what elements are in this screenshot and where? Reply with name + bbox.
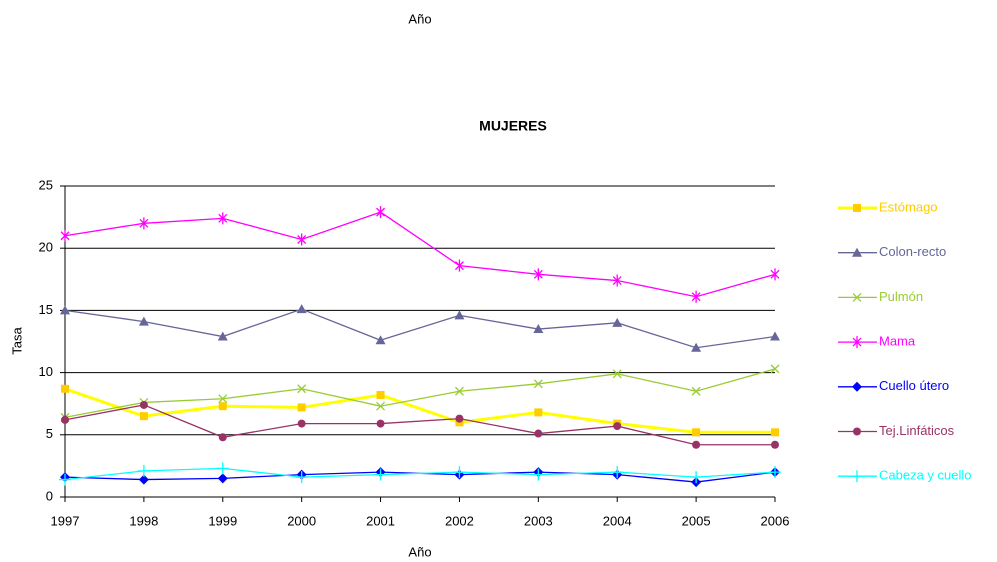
series-line	[64, 211, 776, 298]
x-axis-label: Año	[408, 544, 431, 559]
data-point	[139, 412, 148, 421]
data-point	[533, 379, 543, 389]
legend-label: Estómago	[879, 199, 938, 214]
data-point	[691, 386, 701, 396]
data-point	[59, 473, 71, 486]
data-point	[770, 364, 780, 374]
data-point	[454, 386, 464, 396]
data-point	[533, 324, 544, 334]
x-tick-label: 2005	[682, 513, 711, 528]
data-point	[376, 401, 386, 411]
data-point	[297, 384, 307, 394]
data-point	[691, 342, 702, 352]
data-point	[611, 466, 624, 479]
data-point	[137, 464, 150, 477]
data-point	[612, 274, 622, 287]
legend-marker	[852, 247, 862, 257]
data-point	[376, 419, 385, 428]
legend-marker	[853, 427, 861, 436]
series-line	[64, 387, 775, 434]
data-point	[61, 384, 69, 393]
y-tick-label: 20	[39, 240, 53, 255]
data-point	[691, 290, 701, 303]
data-point	[771, 428, 779, 437]
legend-marker	[852, 336, 862, 349]
y-tick-label: 0	[46, 488, 53, 503]
y-tick-label: 5	[46, 426, 53, 441]
legend-label: Cuello útero	[879, 378, 949, 393]
data-point	[454, 259, 464, 272]
data-point	[533, 268, 543, 281]
legend-label: Pulmón	[879, 289, 923, 304]
data-point	[216, 462, 229, 475]
x-tick-label: 2006	[761, 513, 790, 528]
series-line	[64, 467, 776, 481]
x-tick-label: 2000	[287, 513, 316, 528]
series-line	[64, 404, 775, 446]
stray-label: Año	[408, 11, 431, 26]
data-point	[534, 408, 543, 417]
data-point	[296, 304, 307, 314]
data-point	[139, 217, 149, 230]
x-tick-label: 1998	[129, 513, 158, 528]
legend-label: Mama	[879, 334, 916, 349]
data-point	[769, 466, 781, 479]
series-line	[64, 308, 776, 349]
data-point	[376, 206, 386, 219]
data-point	[534, 429, 543, 438]
legend-label: Tej.Linfáticos	[879, 423, 955, 438]
data-point	[139, 400, 148, 409]
legend-marker	[852, 292, 862, 302]
data-point	[217, 473, 228, 484]
data-point	[60, 305, 70, 315]
data-point	[138, 474, 149, 485]
x-tick-label: 1999	[208, 513, 237, 528]
chart-title: MUJERES	[479, 118, 547, 134]
legend-marker	[851, 470, 863, 483]
data-point	[532, 468, 545, 481]
data-point	[376, 390, 385, 399]
data-point	[218, 433, 227, 442]
data-point	[612, 317, 623, 327]
data-point	[218, 402, 227, 411]
data-point	[61, 415, 69, 424]
data-point	[454, 310, 465, 320]
data-point	[453, 466, 466, 479]
y-tick-label: 10	[39, 364, 53, 379]
data-point	[60, 229, 70, 242]
data-point	[218, 212, 228, 225]
data-point	[295, 471, 308, 484]
legend-marker	[853, 204, 861, 212]
data-point	[455, 414, 464, 423]
x-tick-label: 1997	[51, 513, 80, 528]
data-point	[297, 403, 306, 412]
data-point	[218, 394, 228, 404]
x-tick-label: 2001	[366, 513, 395, 528]
y-axis-label: Tasa	[9, 327, 24, 355]
data-point	[297, 419, 306, 428]
data-point	[692, 428, 701, 437]
data-point	[692, 440, 701, 449]
series-line	[64, 368, 776, 419]
data-point	[217, 331, 228, 341]
data-point	[770, 331, 780, 341]
data-point	[770, 268, 780, 281]
legend-label: Colon-recto	[879, 244, 946, 259]
y-tick-label: 15	[39, 302, 53, 317]
data-point	[375, 335, 386, 345]
data-point	[771, 440, 779, 449]
legend-label: Cabeza y cuello	[879, 468, 972, 483]
data-point	[612, 369, 622, 379]
x-tick-label: 2002	[445, 513, 474, 528]
data-point	[613, 422, 622, 431]
y-tick-label: 25	[39, 177, 53, 192]
x-tick-label: 2004	[603, 513, 632, 528]
legend-marker	[852, 381, 862, 392]
x-tick-label: 2003	[524, 513, 553, 528]
data-point	[690, 471, 703, 484]
data-point	[374, 468, 387, 481]
data-point	[138, 316, 149, 326]
data-point	[297, 233, 307, 246]
